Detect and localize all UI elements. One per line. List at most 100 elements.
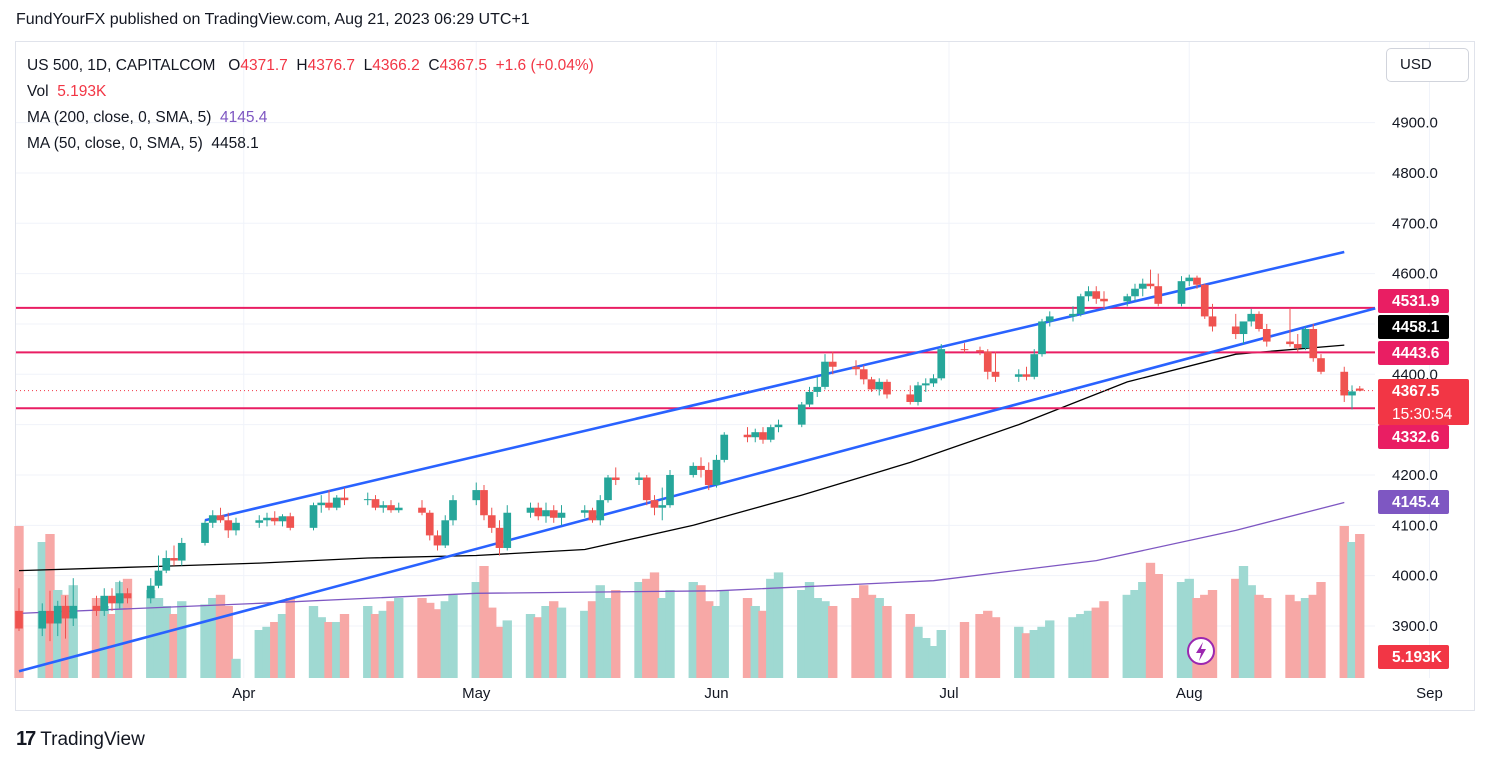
candle [115, 580, 124, 609]
candle [1348, 385, 1356, 410]
open-label: O [228, 57, 241, 74]
candle-body [286, 516, 295, 528]
candle [162, 550, 171, 574]
candle-body [1185, 277, 1194, 282]
candle-body [495, 527, 504, 548]
volume-bar [828, 606, 838, 678]
candle-body [480, 490, 488, 516]
candle [1247, 308, 1256, 327]
volume-bar [417, 598, 427, 678]
candle [596, 495, 605, 526]
candle-body [689, 465, 698, 475]
candle-body [1317, 358, 1325, 372]
volume-bar [820, 601, 830, 678]
volume-bar [332, 622, 342, 678]
volume-bar [1316, 582, 1326, 678]
volume-bar [975, 614, 985, 678]
price-tick-label: 4800.0 [1392, 165, 1438, 182]
volume-bar [642, 578, 652, 678]
time-tick-label: Jun [704, 685, 728, 702]
volume-bar [983, 610, 993, 678]
symbol-label[interactable]: US 500, 1D, CAPITALCOM [27, 57, 216, 74]
candle [38, 603, 47, 637]
candle-body [216, 515, 225, 521]
badge-label: 4531.9 [1392, 293, 1440, 310]
candle-body [1022, 374, 1031, 377]
volume-bar [223, 606, 233, 678]
currency-button[interactable]: USD [1386, 48, 1469, 82]
candle [697, 457, 705, 478]
badge-box [1378, 645, 1449, 669]
candle-body [270, 517, 279, 522]
volume-bar [905, 614, 915, 678]
candle-body [557, 512, 566, 518]
candle-body [1231, 326, 1240, 335]
candle-body [208, 515, 217, 523]
candle [1038, 318, 1046, 357]
candle [813, 376, 822, 397]
candle-body [828, 361, 837, 367]
candle-body [867, 379, 876, 390]
candle [604, 474, 612, 503]
legend-volume-row[interactable]: Vol 5.193K [27, 79, 594, 105]
volume-bar [363, 606, 373, 678]
candle-body [154, 570, 163, 586]
candle-body [1255, 313, 1263, 329]
time-tick-label: Apr [232, 685, 255, 702]
candle-body [743, 434, 752, 438]
candle [766, 424, 775, 443]
candle [1239, 321, 1248, 345]
candle-body [549, 510, 558, 518]
candle-body [1355, 388, 1364, 391]
volume-bar [1014, 626, 1024, 678]
candle [201, 520, 209, 546]
volume-bar [200, 604, 210, 678]
volume-bar [634, 582, 644, 678]
vol-label: Vol [27, 83, 49, 100]
candle [883, 379, 891, 399]
candle-body [774, 424, 783, 428]
brand-name[interactable]: TradingView [40, 728, 145, 750]
ma50-value: 4458.1 [211, 135, 259, 152]
candle-body [937, 349, 946, 379]
candle-body [100, 595, 109, 611]
candle [704, 462, 713, 491]
candle-body [1348, 391, 1356, 396]
candle [875, 378, 884, 396]
time-tick-label: May [462, 685, 491, 702]
candle [224, 512, 233, 538]
candle [983, 349, 992, 380]
tradingview-logo-icon[interactable]: 17 [16, 728, 36, 750]
legend-ma50-row[interactable]: MA (50, close, 0, SMA, 5) 4458.1 [27, 131, 594, 157]
open-value: 4371.7 [240, 57, 288, 74]
volume-bar [556, 607, 567, 678]
volume-bar [378, 610, 388, 678]
volume-bar [541, 606, 551, 678]
time-tick-label: Sep [1416, 685, 1443, 702]
volume-bar [440, 601, 450, 678]
candle-body [859, 369, 868, 380]
candle-body [642, 477, 651, 501]
candle-body [162, 558, 171, 571]
volume-bar [231, 658, 241, 678]
candle-body [883, 381, 891, 395]
volume-bar [370, 614, 381, 678]
price-tick-label: 4900.0 [1392, 115, 1438, 132]
time-axis[interactable]: Apr May Jun Jul Aug Sep [232, 685, 1443, 702]
badge-label: 4145.4 [1392, 494, 1440, 511]
volume-bar [91, 598, 102, 678]
candle [503, 505, 512, 551]
volume-bar [665, 590, 675, 678]
candle [588, 507, 597, 523]
lightning-icon[interactable] [1187, 637, 1215, 665]
candle [363, 492, 372, 506]
badge-label: 4443.6 [1392, 345, 1440, 362]
price-axis[interactable]: 4900.04800.04700.04600.04400.04200.04100… [1392, 115, 1438, 635]
candle [852, 360, 860, 376]
legend-ma200-row[interactable]: MA (200, close, 0, SMA, 5) 4145.4 [27, 105, 594, 131]
candle-body [503, 512, 512, 548]
volume-bar [316, 617, 326, 678]
volume-bar [921, 638, 931, 678]
candle-body [278, 516, 287, 522]
